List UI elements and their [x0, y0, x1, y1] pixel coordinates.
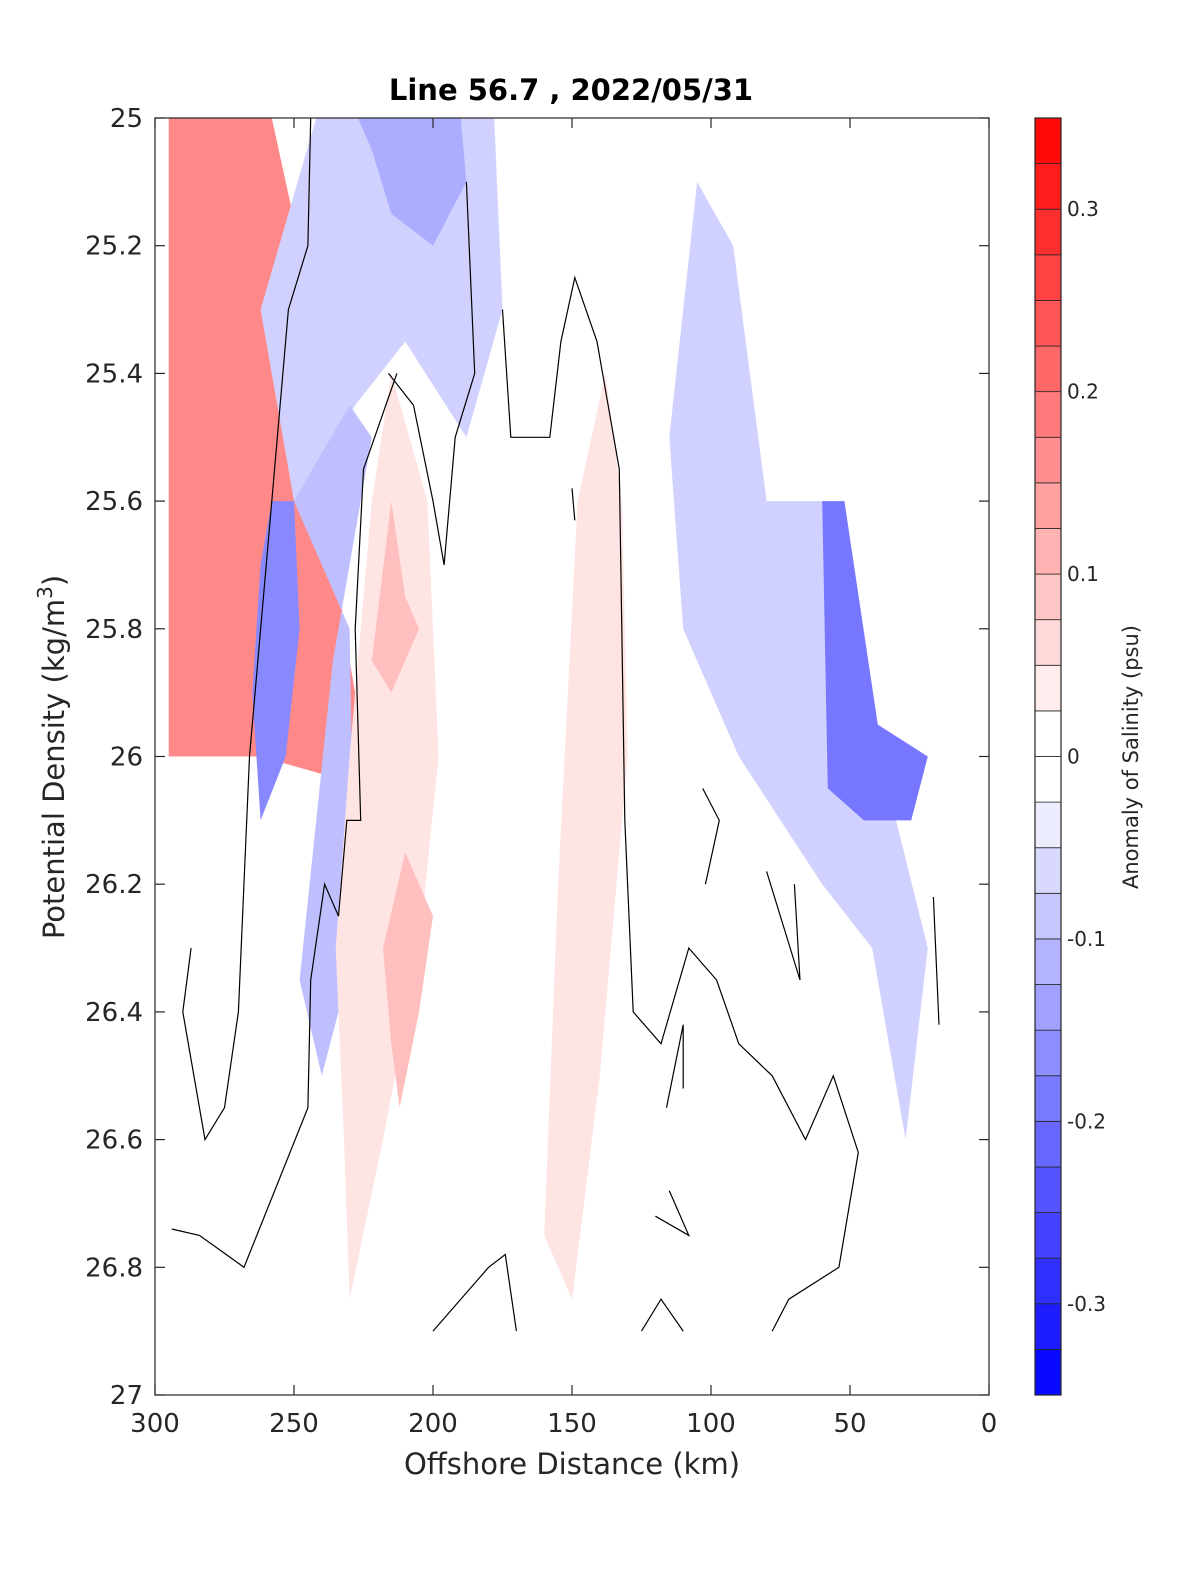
- colorbar-band: [1034, 1029, 1062, 1077]
- colorbar-band: [1034, 801, 1062, 849]
- colorbar-band: [1034, 163, 1062, 210]
- y-tick-label: 26.2: [85, 870, 143, 900]
- colorbar-band: [1034, 1075, 1062, 1122]
- zero-contour-line-3: [501, 275, 859, 1332]
- chart-title: Line 56.7 , 2022/05/31: [389, 73, 753, 107]
- x-tick-label: 250: [269, 1409, 319, 1439]
- x-tick-label: 200: [408, 1409, 458, 1439]
- colorbar-tick-label: 0.3: [1067, 197, 1099, 221]
- y-tick-label: 25: [110, 104, 143, 134]
- y-tick-label: 27: [110, 1381, 143, 1411]
- colorbar-band: [1034, 847, 1062, 894]
- x-axis: 300 250 200 150 100 50 0: [130, 118, 997, 1439]
- colorbar-frame: [1034, 117, 1062, 1396]
- x-tick-label: 0: [981, 1409, 998, 1439]
- y-axis-label-main: Potential Density (kg/m: [37, 599, 71, 939]
- colorbar-band: [1034, 1166, 1062, 1213]
- colorbar-band: [1034, 436, 1062, 484]
- colorbar-band: [1034, 482, 1062, 529]
- y-tick-label: 26.8: [85, 1253, 143, 1283]
- y-tick-label: 25.2: [85, 232, 143, 262]
- zero-contour-line-11: [932, 896, 940, 1025]
- zero-contour-line-4: [432, 1253, 517, 1332]
- colorbar-band: [1034, 345, 1062, 393]
- y-tick-label: 25.6: [85, 487, 143, 517]
- colorbar-band: [1034, 117, 1062, 165]
- colorbar-tick-label: 0.2: [1067, 380, 1099, 404]
- colorbar-label: Anomaly of Salinity (psu): [1119, 625, 1143, 889]
- colorbar-band: [1034, 984, 1062, 1031]
- contour-region-red-core-center-deep: [383, 852, 433, 1108]
- x-tick-label: 150: [547, 1409, 597, 1439]
- colorbar-band: [1034, 1303, 1062, 1350]
- colorbar-tick-label: -0.2: [1067, 1109, 1106, 1133]
- x-tick-label: 300: [130, 1409, 180, 1439]
- contour-region-blue-core-top: [357, 118, 467, 246]
- colorbar-band: [1034, 1120, 1062, 1168]
- colorbar-band: [1034, 619, 1062, 666]
- y-axis-label-sup: 3: [33, 586, 57, 599]
- colorbar-tick-label: -0.1: [1067, 927, 1106, 951]
- y-axis-label: Potential Density (kg/m3): [33, 575, 71, 939]
- zero-contour-line-6: [702, 788, 720, 885]
- colorbar-band: [1034, 1348, 1062, 1396]
- zero-contour-line-9: [655, 1190, 691, 1237]
- colorbar-band: [1034, 1257, 1062, 1305]
- contour-region-red-band-150km: [544, 373, 628, 1300]
- contour-region-blue-band-nearshore: [669, 181, 928, 1140]
- colorbar-band: [1034, 938, 1062, 985]
- colorbar-band: [1034, 1212, 1062, 1259]
- y-tick-label: 26: [110, 743, 143, 773]
- y-tick-label: 25.8: [85, 615, 143, 645]
- zero-contour-line-1: [171, 373, 398, 1269]
- colorbar-band: [1034, 254, 1062, 301]
- colorbar-band: [1034, 528, 1062, 575]
- zero-contour-line-7: [766, 871, 801, 981]
- colorbar-band: [1034, 664, 1062, 712]
- zero-contour-line-0: [182, 117, 312, 1142]
- y-tick-label: 26.6: [85, 1126, 143, 1156]
- zero-contour-line-8: [665, 1024, 684, 1108]
- x-axis-label: Offshore Distance (km): [404, 1447, 740, 1481]
- colorbar-tick-label: -0.3: [1067, 1292, 1106, 1316]
- contour-region-red-tongue-center: [335, 373, 439, 1300]
- colorbar-tick-label: 0.1: [1067, 562, 1099, 586]
- colorbar-tick-label: 0: [1067, 745, 1080, 769]
- contour-region-red-core-center-upper: [371, 501, 420, 693]
- y-axis-label-suffix: ): [37, 575, 71, 586]
- contour-region-blue-core-left: [252, 501, 300, 821]
- y-tick-label: 26.4: [85, 998, 143, 1028]
- colorbar-band: [1034, 391, 1062, 438]
- y-tick-label: 25.4: [85, 359, 143, 389]
- zero-contours: [171, 117, 940, 1332]
- x-tick-label: 100: [686, 1409, 736, 1439]
- colorbar-band: [1034, 892, 1062, 940]
- contour-region-red-band-mid: [168, 118, 372, 789]
- zero-contour-line-5: [640, 1298, 684, 1332]
- colorbar-band: [1034, 300, 1062, 347]
- colorbar-band: [1034, 208, 1062, 256]
- colorbar-band: [1034, 573, 1062, 621]
- colorbar-band: [1034, 710, 1062, 757]
- zero-contour-line-10: [571, 488, 576, 521]
- contour-region-blue-core-nearshore: [822, 501, 928, 821]
- zero-contour-line-2: [388, 181, 476, 566]
- colorbar-band: [1034, 756, 1062, 803]
- colorbar: 0.3 0.2 0.1 0 -0.1 -0.2 -0.3: [1034, 117, 1106, 1396]
- plot-area: [168, 118, 928, 1300]
- x-tick-label: 50: [833, 1409, 866, 1439]
- y-axis: 25 25.2 25.4 25.6 25.8 26 26.2 26.4 26.6 26.8 27: [85, 104, 989, 1411]
